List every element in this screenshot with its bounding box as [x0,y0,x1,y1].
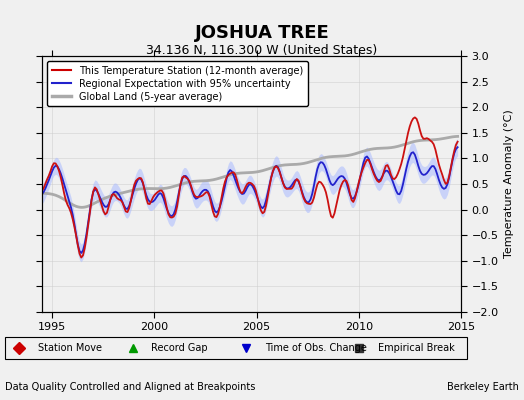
Text: Station Move: Station Move [38,343,102,353]
Text: Data Quality Controlled and Aligned at Breakpoints: Data Quality Controlled and Aligned at B… [5,382,256,392]
Text: JOSHUA TREE: JOSHUA TREE [194,24,330,42]
Legend: This Temperature Station (12-month average), Regional Expectation with 95% uncer: This Temperature Station (12-month avera… [47,61,308,106]
Text: 34.136 N, 116.300 W (United States): 34.136 N, 116.300 W (United States) [146,44,378,57]
Y-axis label: Temperature Anomaly (°C): Temperature Anomaly (°C) [504,110,514,258]
Text: Berkeley Earth: Berkeley Earth [447,382,519,392]
Text: Empirical Break: Empirical Break [378,343,454,353]
Text: Record Gap: Record Gap [151,343,208,353]
Text: Time of Obs. Change: Time of Obs. Change [265,343,366,353]
